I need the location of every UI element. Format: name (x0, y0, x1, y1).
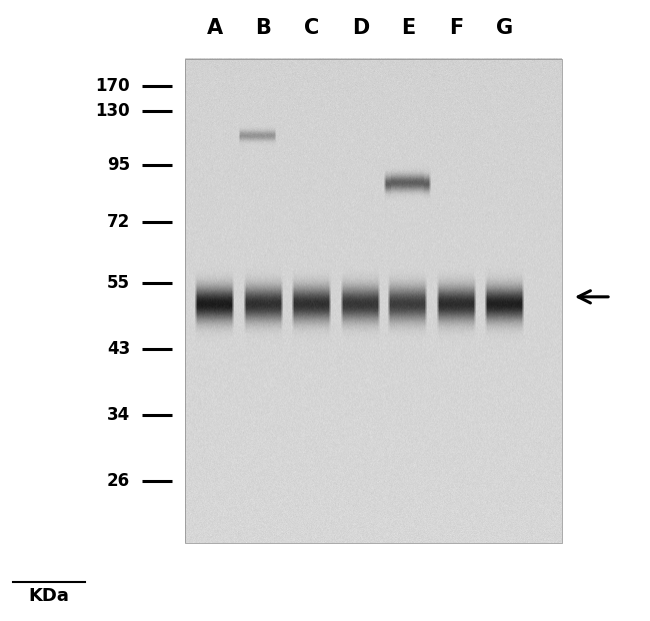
Text: F: F (449, 18, 463, 38)
Text: 26: 26 (107, 473, 130, 490)
Text: A: A (207, 18, 222, 38)
Text: 95: 95 (107, 156, 130, 173)
Bar (185, 59, 562, 543)
Text: 72: 72 (107, 214, 130, 231)
Text: E: E (401, 18, 415, 38)
Text: B: B (255, 18, 271, 38)
Text: G: G (497, 18, 514, 38)
Text: 55: 55 (107, 274, 130, 291)
Text: 130: 130 (96, 102, 130, 119)
Text: 170: 170 (96, 77, 130, 94)
Text: D: D (352, 18, 369, 38)
Text: KDa: KDa (29, 587, 69, 605)
Text: 34: 34 (107, 406, 130, 424)
Text: C: C (304, 18, 320, 38)
Text: 43: 43 (107, 340, 130, 358)
